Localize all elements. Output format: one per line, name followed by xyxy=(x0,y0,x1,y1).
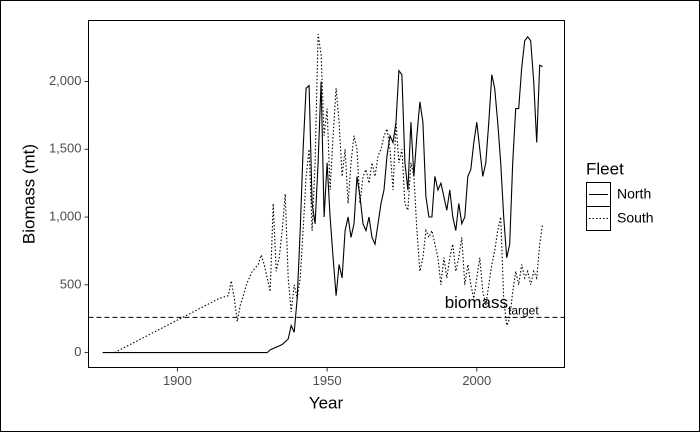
y-tick-label: 500 xyxy=(60,276,82,291)
series-line xyxy=(114,34,544,354)
y-axis-title: Biomass (mt) xyxy=(19,144,38,244)
annotation: biomass xyxy=(445,293,508,312)
series-line xyxy=(102,35,543,354)
y-tick-label: 0 xyxy=(74,344,81,359)
x-tick-label: 1900 xyxy=(163,373,192,388)
annotation-subscript: target xyxy=(508,304,539,318)
legend-label: South xyxy=(617,210,654,226)
x-axis-title: Year xyxy=(309,393,344,412)
panel-border xyxy=(88,20,565,368)
legend-label: North xyxy=(617,186,651,202)
y-tick-label: 2,000 xyxy=(49,73,82,88)
y-tick-label: 1,500 xyxy=(49,141,82,156)
x-tick-label: 2000 xyxy=(462,373,491,388)
y-tick-label: 1,000 xyxy=(49,208,82,223)
x-tick-label: 1950 xyxy=(313,373,342,388)
legend-title: Fleet xyxy=(586,159,624,178)
